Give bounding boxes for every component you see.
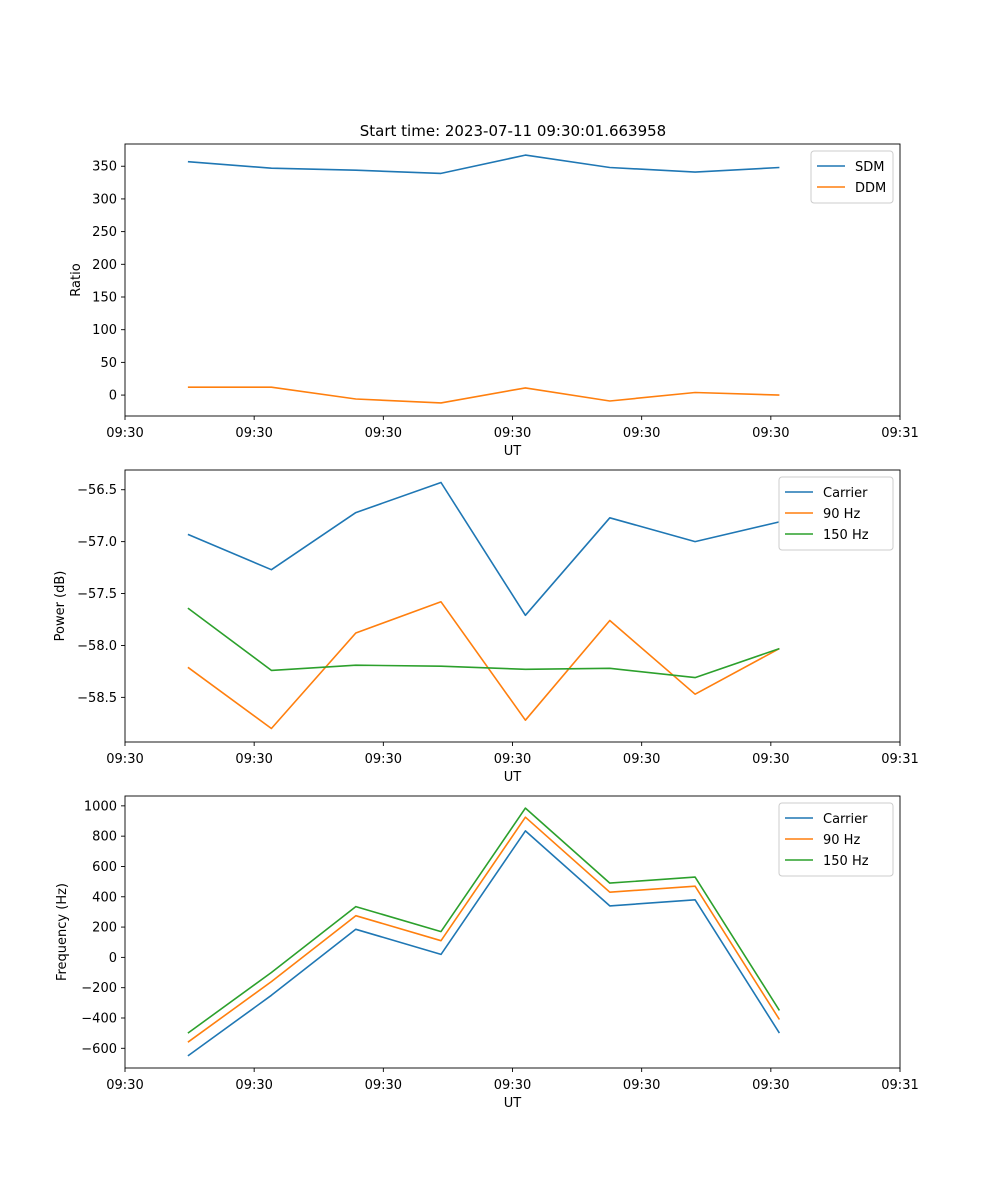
frequency-panel: 09:30 09:30 09:30 09:30 09:30 09:30 09:31 −600 −…	[55, 795, 919, 1111]
x-tick-label: 09:30	[235, 752, 272, 767]
y-tick-label: 600	[92, 860, 117, 875]
y-tick-label: −56.5	[77, 483, 117, 498]
series-line-150-hz	[187, 807, 781, 1034]
y-tick-label: −58.5	[77, 691, 117, 706]
y-tick-label: 250	[92, 225, 117, 240]
x-tick-label: 09:30	[623, 1078, 660, 1093]
legend: SDM DDM	[810, 150, 894, 204]
legend-box	[778, 476, 894, 551]
x-tick-label: 09:30	[494, 1078, 531, 1093]
x-tick-label: 09:30	[365, 752, 402, 767]
x-tick-label: 09:30	[623, 752, 660, 767]
legend-label-150-hz: 150 Hz	[823, 528, 869, 543]
y-tick-label: 50	[100, 356, 117, 371]
x-tick-label: 09:30	[623, 426, 660, 441]
legend-label-carrier: Carrier	[823, 486, 868, 501]
x-tick-label: 09:30	[752, 426, 789, 441]
x-axis-label: UT	[504, 1096, 522, 1111]
x-tick-label: 09:30	[106, 752, 143, 767]
y-tick-label: 200	[92, 258, 117, 273]
y-tick-label: −57.0	[77, 535, 117, 550]
series-line-150-hz	[187, 607, 780, 679]
series-line-90-hz	[187, 600, 780, 730]
y-tick-label: 200	[92, 921, 117, 936]
x-tick-label: 09:31	[881, 426, 918, 441]
x-tick-label: 09:30	[365, 426, 402, 441]
y-axis-label: Frequency (Hz)	[55, 883, 70, 981]
legend-label-ddm: DDM	[855, 181, 886, 196]
legend-label-sdm: SDM	[855, 160, 884, 175]
series-line-90-hz	[187, 816, 781, 1043]
y-tick-label: 1000	[84, 799, 117, 814]
y-tick-label: −57.5	[77, 587, 117, 602]
y-tick-label: −600	[81, 1042, 117, 1057]
x-tick-label: 09:30	[494, 752, 531, 767]
x-tick-label: 09:30	[106, 1078, 143, 1093]
series-line-ddm	[187, 386, 780, 404]
y-tick-label: 300	[92, 192, 117, 207]
legend-label-carrier: Carrier	[823, 812, 868, 827]
ratio-panel: 09:30 09:30 09:30 09:30 09:30 09:30 09:31 0 50 10…	[69, 143, 919, 459]
y-tick-label: 150	[92, 291, 117, 306]
legend: Carrier 90 Hz 150 Hz	[778, 802, 894, 877]
x-tick-label: 09:30	[365, 1078, 402, 1093]
x-tick-label: 09:31	[881, 1078, 918, 1093]
plot-area	[125, 144, 900, 416]
y-tick-label: 800	[92, 830, 117, 845]
legend-box	[778, 802, 894, 877]
x-tick-label: 09:30	[494, 426, 531, 441]
x-tick-label: 09:30	[752, 752, 789, 767]
x-tick-label: 09:31	[881, 752, 918, 767]
legend: Carrier 90 Hz 150 Hz	[778, 476, 894, 551]
legend-label-150-hz: 150 Hz	[823, 854, 869, 869]
y-tick-label: −200	[81, 981, 117, 996]
x-axis-label: UT	[504, 770, 522, 785]
series-line-sdm	[187, 154, 780, 175]
y-tick-label: 0	[109, 389, 117, 404]
legend-label-90-hz: 90 Hz	[823, 507, 860, 522]
y-tick-label: 0	[109, 951, 117, 966]
x-tick-label: 09:30	[235, 1078, 272, 1093]
y-tick-label: 400	[92, 890, 117, 905]
x-tick-label: 09:30	[752, 1078, 789, 1093]
x-tick-label: 09:30	[235, 426, 272, 441]
y-tick-label: −58.0	[77, 639, 117, 654]
x-tick-label: 09:30	[106, 426, 143, 441]
y-tick-label: 100	[92, 323, 117, 338]
series-line-carrier	[187, 830, 781, 1057]
legend-label-90-hz: 90 Hz	[823, 833, 860, 848]
series-line-carrier	[187, 481, 780, 617]
plot-area	[125, 470, 900, 742]
x-axis-label: UT	[504, 444, 522, 459]
y-tick-label: −400	[81, 1011, 117, 1026]
y-tick-label: 350	[92, 160, 117, 175]
power-panel: 09:30 09:30 09:30 09:30 09:30 09:30 09:31 −58.5…	[53, 469, 919, 785]
y-axis-label: Power (dB)	[53, 571, 68, 642]
figure-title: Start time: 2023-07-11 09:30:01.663958	[360, 122, 666, 140]
y-axis-label: Ratio	[69, 263, 84, 296]
legend-box	[810, 150, 894, 204]
plot-area	[125, 796, 900, 1068]
